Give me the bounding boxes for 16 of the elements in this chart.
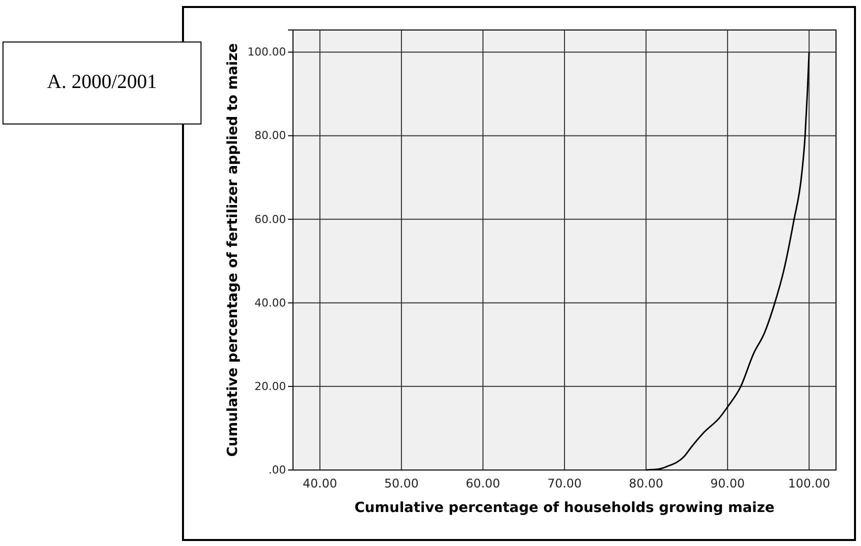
x-tick-label: 70.00: [547, 476, 582, 491]
x-tick-label: 60.00: [466, 476, 500, 491]
x-tick-label: 50.00: [384, 476, 419, 491]
y-tick-label: 100.00: [248, 46, 286, 59]
text: A. 2000/2001: [47, 71, 157, 93]
x-tick-label: 40.00: [302, 476, 338, 491]
y-tick-label: .00: [268, 464, 286, 477]
x-tick-label: 100.00: [788, 476, 830, 491]
x-tick-label: 80.00: [628, 476, 664, 491]
y-axis-title: Cumulative percentage of fertilizer applied to maize: [225, 43, 241, 457]
y-tick-label: 80.00: [254, 129, 286, 142]
y-tick-label: 60.00: [254, 212, 286, 226]
x-axis-title: Cumulative percentage of households growing maize: [354, 500, 774, 516]
x-tick-label: 90.00: [710, 476, 745, 491]
y-tick-label: 20.00: [254, 380, 286, 393]
y-tick-label: 40.00: [254, 296, 286, 310]
